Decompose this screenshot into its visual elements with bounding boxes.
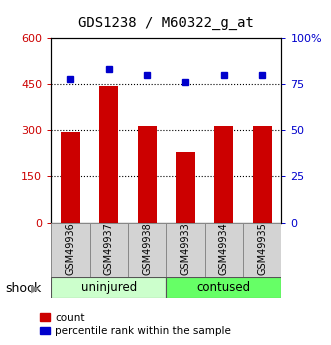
Bar: [99, 86, 118, 223]
Bar: [166, 223, 205, 278]
Bar: [205, 223, 243, 278]
Bar: [61, 132, 80, 223]
Text: shock: shock: [5, 282, 41, 295]
Text: ▶: ▶: [30, 284, 39, 294]
Text: uninjured: uninjured: [81, 281, 137, 294]
Bar: [90, 223, 128, 278]
Bar: [214, 126, 233, 223]
Text: GDS1238 / M60322_g_at: GDS1238 / M60322_g_at: [77, 16, 254, 30]
Text: GSM49934: GSM49934: [219, 223, 229, 275]
Text: GSM49938: GSM49938: [142, 223, 152, 275]
Bar: [138, 126, 157, 223]
Bar: [243, 223, 281, 278]
Text: contused: contused: [197, 281, 251, 294]
Bar: [166, 277, 281, 298]
Bar: [176, 152, 195, 223]
Text: GSM49936: GSM49936: [66, 223, 75, 275]
Bar: [51, 277, 166, 298]
Text: GSM49935: GSM49935: [257, 223, 267, 275]
Text: GSM49937: GSM49937: [104, 223, 114, 275]
Bar: [51, 223, 90, 278]
Text: GSM49933: GSM49933: [180, 223, 191, 275]
Legend: count, percentile rank within the sample: count, percentile rank within the sample: [38, 310, 233, 338]
Bar: [253, 126, 272, 223]
Bar: [128, 223, 166, 278]
